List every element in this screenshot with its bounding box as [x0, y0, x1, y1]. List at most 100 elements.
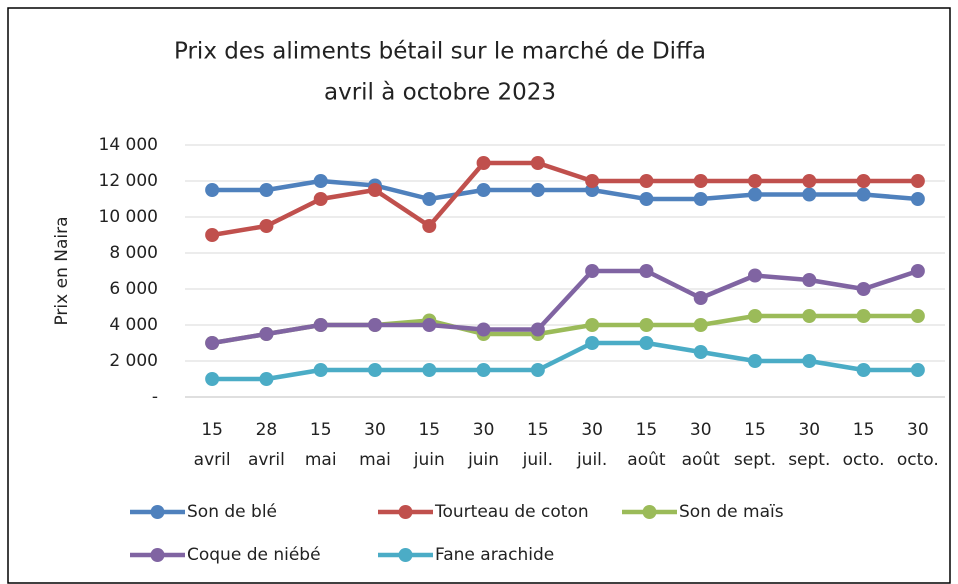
- data-point: [313, 192, 328, 206]
- legend-marker: [150, 505, 165, 519]
- chart-frame: [7, 7, 951, 584]
- data-point: [259, 219, 274, 233]
- x-tick-label: 15 juil.: [522, 420, 553, 470]
- data-point: [748, 309, 762, 323]
- chart-subtitle: avril à octobre 2023: [324, 80, 556, 106]
- y-tick-label: 10 000: [99, 207, 158, 227]
- y-tick-label: 14 000: [99, 135, 158, 155]
- x-tick-label: 15 mai: [305, 420, 337, 470]
- data-point: [856, 282, 871, 296]
- data-point: [639, 174, 654, 188]
- data-point: [693, 291, 708, 305]
- data-point: [422, 219, 437, 233]
- x-tick-label: 30 octo.: [897, 420, 939, 470]
- data-point: [639, 264, 654, 278]
- data-point: [802, 354, 817, 368]
- data-point: [802, 174, 817, 188]
- chart-title: Prix des aliments bétail sur le marché d…: [174, 39, 706, 65]
- data-point: [205, 372, 220, 386]
- data-point: [802, 187, 817, 202]
- data-point: [476, 183, 491, 197]
- data-point: [910, 192, 925, 206]
- data-point: [693, 174, 708, 188]
- data-point: [259, 372, 274, 386]
- x-tick-label: 15 août: [627, 420, 666, 470]
- data-point: [313, 318, 328, 332]
- data-point: [585, 336, 600, 350]
- x-tick-label: 30 mai: [359, 420, 391, 470]
- x-tick-label: 30 juin: [467, 420, 499, 470]
- data-point: [530, 322, 545, 337]
- y-tick-label: 4 000: [109, 315, 158, 335]
- data-point: [259, 327, 274, 341]
- data-point: [748, 268, 762, 283]
- legend-label: Son de maïs: [679, 502, 784, 522]
- data-point: [422, 192, 437, 206]
- data-point: [476, 322, 491, 337]
- data-point: [259, 183, 274, 197]
- x-tick-label: 15 avril: [194, 420, 231, 470]
- x-tick-label: 15 sept.: [734, 420, 776, 470]
- data-point: [313, 363, 328, 377]
- data-point: [693, 318, 708, 332]
- data-point: [910, 309, 925, 323]
- data-point: [693, 345, 708, 359]
- data-point: [585, 264, 600, 278]
- legend-label: Fane arachide: [435, 545, 554, 565]
- data-point: [856, 187, 871, 202]
- series-line: [211, 268, 919, 346]
- data-point: [368, 318, 382, 332]
- data-point: [476, 363, 491, 377]
- legend-marker: [150, 548, 165, 562]
- series-line: [211, 160, 918, 238]
- data-point: [910, 264, 925, 278]
- y-tick-label: 12 000: [99, 171, 158, 191]
- legend-marker: [398, 505, 413, 519]
- data-point: [856, 363, 871, 377]
- data-point: [585, 318, 600, 332]
- x-tick-label: 15 octo.: [843, 420, 885, 470]
- data-point: [530, 156, 545, 170]
- x-tick-label: 30 juil.: [576, 420, 607, 470]
- data-point: [639, 318, 654, 332]
- data-point: [856, 174, 871, 188]
- data-point: [748, 187, 762, 202]
- data-point: [368, 183, 382, 197]
- data-point: [422, 318, 437, 332]
- data-point: [856, 309, 871, 323]
- data-point: [422, 363, 437, 377]
- data-point: [748, 174, 762, 188]
- data-point: [530, 363, 545, 377]
- data-point: [530, 183, 545, 197]
- series-line: [212, 178, 919, 202]
- y-tick-label: -: [152, 387, 158, 407]
- y-axis-label: Prix en Naira: [52, 216, 72, 325]
- data-point: [910, 174, 925, 188]
- data-point: [205, 228, 220, 242]
- x-tick-label: 15 juin: [413, 420, 445, 470]
- data-point: [585, 174, 600, 188]
- data-point: [368, 363, 382, 377]
- legend-label: Tourteau de coton: [434, 502, 589, 522]
- data-point: [748, 354, 762, 368]
- y-tick-label: 2 000: [109, 351, 158, 371]
- x-tick-label: 30 août: [682, 420, 721, 470]
- data-point: [802, 273, 817, 287]
- x-tick-label: 28 avril: [248, 420, 285, 470]
- data-point: [639, 336, 654, 350]
- data-point: [693, 192, 708, 206]
- y-tick-label: 8 000: [109, 243, 158, 263]
- data-point: [639, 192, 654, 206]
- data-point: [205, 183, 220, 197]
- legend-marker: [398, 548, 413, 562]
- data-point: [313, 174, 328, 188]
- y-tick-label: 6 000: [109, 279, 158, 299]
- data-point: [205, 336, 220, 350]
- data-point: [802, 309, 817, 323]
- x-tick-label: 30 sept.: [788, 420, 830, 470]
- data-point: [910, 363, 925, 377]
- data-point: [476, 156, 491, 170]
- legend-marker: [642, 505, 657, 519]
- legend-label: Coque de niébé: [187, 545, 321, 565]
